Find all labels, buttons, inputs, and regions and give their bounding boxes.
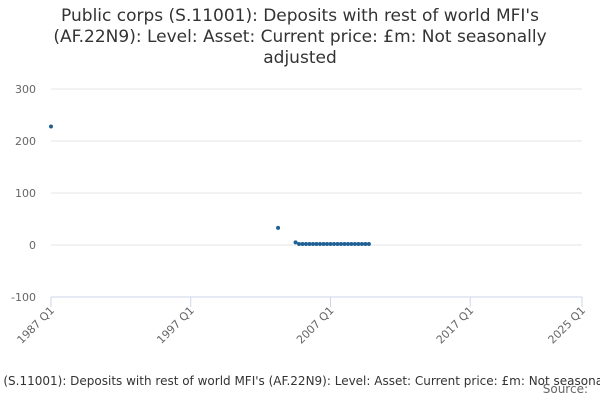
y-tick-label: 0 <box>29 239 36 252</box>
point <box>359 241 364 246</box>
point <box>304 241 309 246</box>
x-tick-label: 2025 Q1 <box>546 304 589 347</box>
point <box>307 241 312 246</box>
y-tick-label: 200 <box>15 135 36 148</box>
point <box>293 240 298 245</box>
point <box>328 241 333 246</box>
source: Source: <box>543 382 588 396</box>
point <box>352 241 357 246</box>
x-tick-label: 1997 Q1 <box>154 304 197 347</box>
point <box>331 241 336 246</box>
point <box>324 241 329 246</box>
point <box>338 241 343 246</box>
y-tick-label: 100 <box>15 187 36 200</box>
y-tick-label: 300 <box>15 83 36 96</box>
point <box>300 241 305 246</box>
point <box>276 225 281 230</box>
x-tick-label: 1987 Q1 <box>15 304 58 347</box>
chart-title: Public corps (S.11001): Deposits with re… <box>53 6 547 68</box>
point <box>321 241 326 246</box>
x-tick-label: 2017 Q1 <box>434 304 477 347</box>
point <box>335 241 340 246</box>
x-axis-label: Public corps (S.11001): Deposits with re… <box>0 374 600 388</box>
point <box>349 241 354 246</box>
point <box>342 241 347 246</box>
point <box>366 241 371 246</box>
point <box>49 124 53 129</box>
point <box>356 241 361 246</box>
y-tick-label: -100 <box>11 291 36 304</box>
point <box>311 241 316 246</box>
point <box>297 241 302 246</box>
point <box>317 241 322 246</box>
point <box>345 241 350 246</box>
point <box>363 241 368 246</box>
x-tick-label: 2007 Q1 <box>294 304 337 347</box>
point <box>314 241 319 246</box>
